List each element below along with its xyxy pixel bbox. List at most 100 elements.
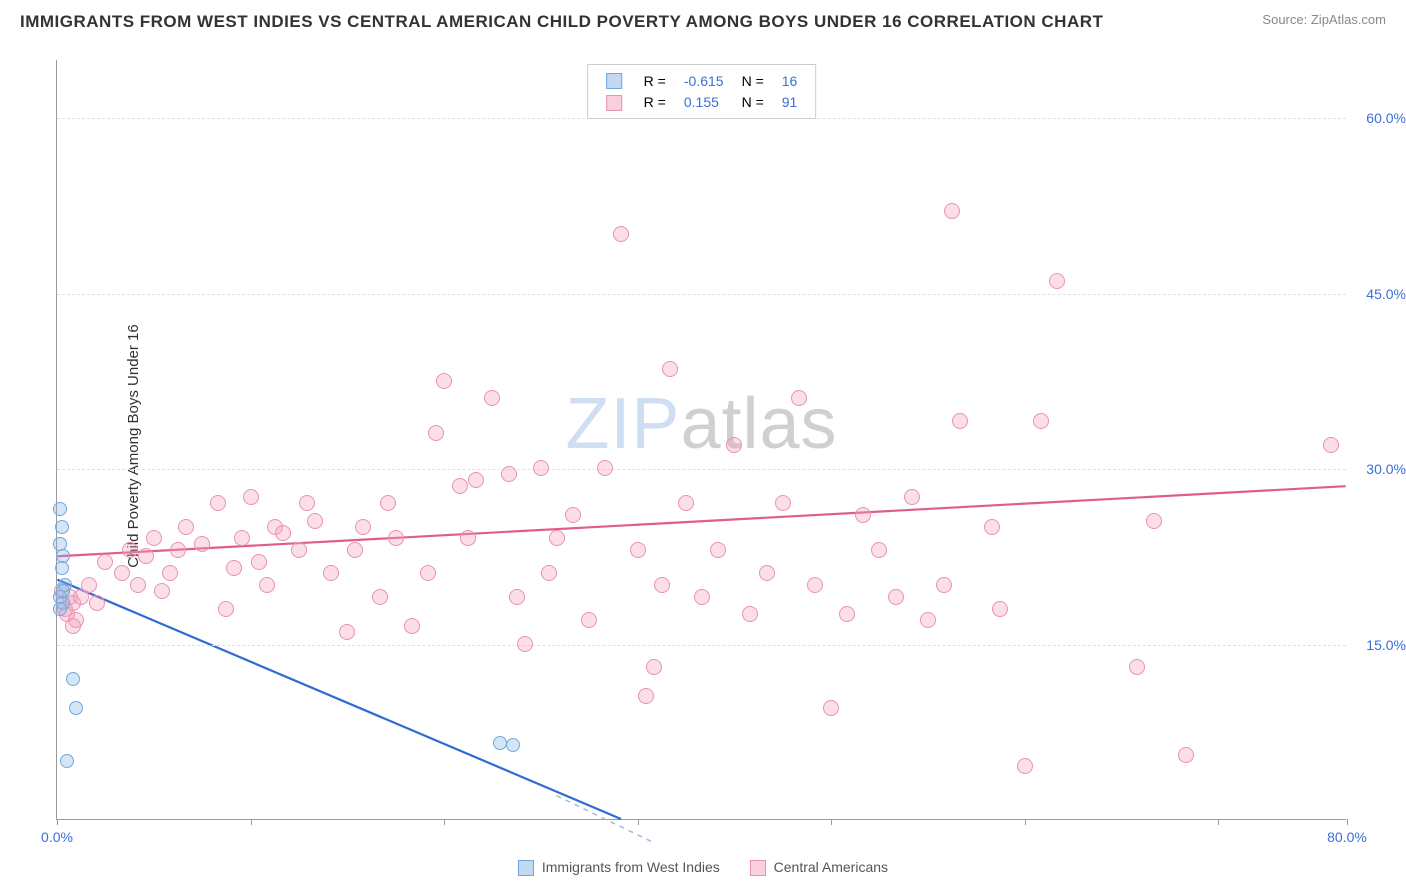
data-point (630, 542, 646, 558)
data-point (404, 618, 420, 634)
data-point (460, 530, 476, 546)
r-value-pink: 0.155 (684, 94, 719, 110)
data-point (251, 554, 267, 570)
data-point (114, 565, 130, 581)
data-point (130, 577, 146, 593)
data-point (170, 542, 186, 558)
data-point (138, 548, 154, 564)
data-point (992, 601, 1008, 617)
swatch-pink (606, 95, 622, 111)
data-point (855, 507, 871, 523)
data-point (1049, 273, 1065, 289)
legend-label-blue: Immigrants from West Indies (542, 859, 720, 875)
data-point (259, 577, 275, 593)
source-label: Source: (1262, 12, 1307, 27)
data-point (646, 659, 662, 675)
data-point (1323, 437, 1339, 453)
n-value-pink: 91 (782, 94, 798, 110)
data-point (97, 554, 113, 570)
gridline (57, 118, 1346, 119)
legend-row-pink: R = 0.155 N = 91 (598, 92, 806, 111)
data-point (380, 495, 396, 511)
data-point (533, 460, 549, 476)
y-tick-label: 45.0% (1366, 286, 1406, 302)
data-point (355, 519, 371, 535)
n-value-blue: 16 (782, 73, 798, 89)
chart-header: IMMIGRANTS FROM WEST INDIES VS CENTRAL A… (0, 0, 1406, 40)
data-point (154, 583, 170, 599)
data-point (60, 754, 74, 768)
data-point (888, 589, 904, 605)
data-point (506, 738, 520, 752)
data-point (1033, 413, 1049, 429)
gridline (57, 469, 1346, 470)
data-point (1129, 659, 1145, 675)
legend-item-pink: Central Americans (750, 859, 888, 876)
y-tick-label: 15.0% (1366, 637, 1406, 653)
data-point (484, 390, 500, 406)
data-point (638, 688, 654, 704)
data-point (65, 618, 81, 634)
data-point (55, 561, 69, 575)
data-point (420, 565, 436, 581)
data-point (347, 542, 363, 558)
data-point (662, 361, 678, 377)
data-point (69, 701, 83, 715)
x-tick-label: 0.0% (41, 829, 73, 845)
n-label-blue: N = (742, 73, 764, 89)
data-point (307, 513, 323, 529)
data-point (299, 495, 315, 511)
legend-item-blue: Immigrants from West Indies (518, 859, 720, 876)
data-point (710, 542, 726, 558)
data-point (936, 577, 952, 593)
x-tick-label: 80.0% (1327, 829, 1367, 845)
data-point (501, 466, 517, 482)
gridline (57, 294, 1346, 295)
data-point (226, 560, 242, 576)
x-tick (251, 819, 252, 825)
data-point (194, 536, 210, 552)
data-point (468, 472, 484, 488)
data-point (55, 520, 69, 534)
data-point (839, 606, 855, 622)
data-point (210, 495, 226, 511)
data-point (1017, 758, 1033, 774)
data-point (291, 542, 307, 558)
data-point (654, 577, 670, 593)
data-point (904, 489, 920, 505)
data-point (944, 203, 960, 219)
data-point (66, 672, 80, 686)
legend-row-blue: R = -0.615 N = 16 (598, 71, 806, 90)
data-point (122, 542, 138, 558)
chart-title: IMMIGRANTS FROM WEST INDIES VS CENTRAL A… (20, 12, 1103, 32)
data-point (218, 601, 234, 617)
trend-lines-layer (57, 60, 1346, 819)
data-point (81, 577, 97, 593)
data-point (372, 589, 388, 605)
x-tick (1218, 819, 1219, 825)
data-point (436, 373, 452, 389)
trend-line (57, 580, 621, 819)
data-point (1146, 513, 1162, 529)
data-point (339, 624, 355, 640)
data-point (871, 542, 887, 558)
data-point (234, 530, 250, 546)
data-point (89, 595, 105, 611)
data-point (541, 565, 557, 581)
data-point (56, 584, 70, 598)
x-tick (444, 819, 445, 825)
legend-label-pink: Central Americans (774, 859, 888, 875)
x-tick (57, 819, 58, 825)
data-point (162, 565, 178, 581)
source-name: ZipAtlas.com (1311, 12, 1386, 27)
x-tick (1347, 819, 1348, 825)
scatter-plot-area: R = -0.615 N = 16 R = 0.155 N = 91 ZIPat… (56, 60, 1346, 820)
swatch-blue (606, 73, 622, 89)
data-point (823, 700, 839, 716)
data-point (53, 502, 67, 516)
data-point (549, 530, 565, 546)
data-point (243, 489, 259, 505)
data-point (791, 390, 807, 406)
data-point (581, 612, 597, 628)
data-point (597, 460, 613, 476)
